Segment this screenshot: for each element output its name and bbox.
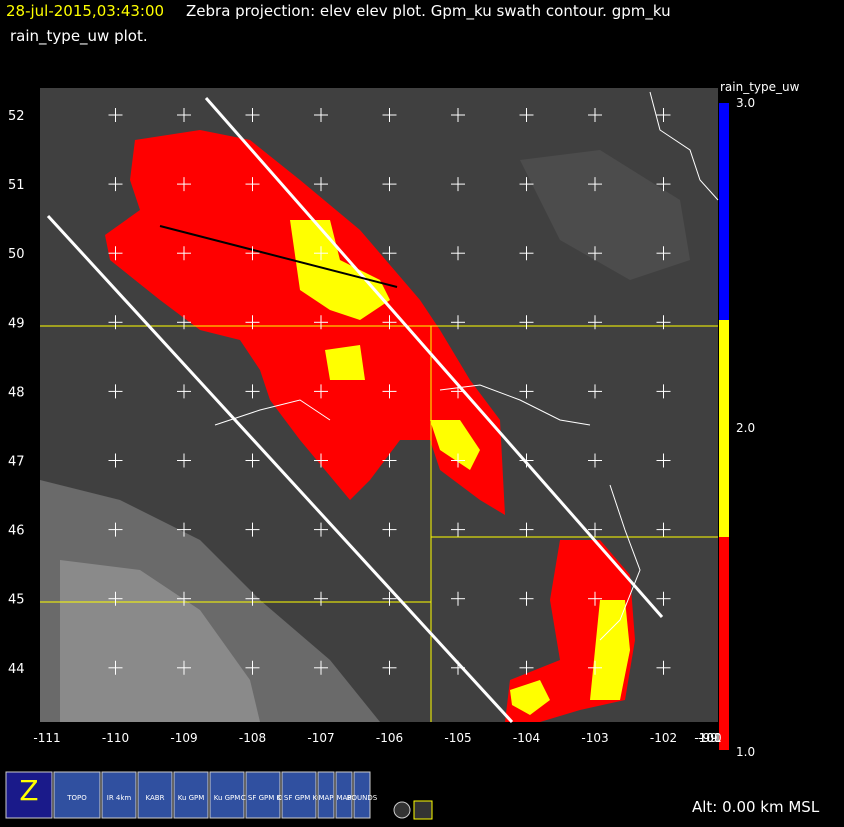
button-face [53,771,101,819]
toolbar-button[interactable] [393,801,411,819]
lon-label: -108 [239,731,266,745]
button-face [413,800,433,820]
colorbar-yellow [719,320,729,537]
button-label: Z [19,774,38,807]
colorbar-red [719,537,729,750]
grid-crosses [108,108,671,675]
swath-edge [46,214,514,724]
terrain-low [520,150,690,280]
rain-convective [325,345,365,380]
toolbar-button[interactable]: BOUNDS [347,771,378,819]
colorbar-blue [719,103,729,320]
colorbar-label: 1.0 [736,745,755,759]
lat-label: 49 [8,316,25,331]
button-face [335,771,353,819]
title: Zebra projection: elev elev plot. Gpm_ku… [186,2,671,21]
colorbar-label: 2.0 [736,421,755,435]
button-label: Ku GPM [214,794,241,802]
toolbar-button[interactable]: TOPO [53,771,101,819]
cross-section-line [159,225,398,288]
lon-label: -109 [170,731,197,745]
button-label: BOUNDS [347,794,378,802]
river [439,384,591,426]
button-label: MAP [318,794,333,802]
button-label: IR 4km [107,794,132,802]
terrain-peak [60,560,260,722]
rain-convective [590,600,630,700]
toolbar-button[interactable]: Ku GPM [173,771,209,819]
lat-label: 51 [8,178,25,193]
toolbar-button[interactable]: MAP [335,771,353,819]
rain-convective [430,420,480,470]
button-face [209,771,245,819]
river [214,399,331,426]
lon-label: -102 [650,731,677,745]
rain-convective [510,680,550,715]
button-face [137,771,173,819]
lat-label: 46 [8,524,25,539]
rain-convective [290,220,390,320]
colorbar: rain_type_uw [719,80,800,750]
title-2: rain_type_uw plot. [10,27,148,46]
river [599,484,641,641]
plot [40,88,719,724]
toolbar-button[interactable]: KABR [137,771,173,819]
status: Alt: 0.00 km MSL [692,798,820,816]
toolbar-button[interactable]: IR 4km [101,771,137,819]
lat-label: 52 [8,109,25,124]
swath-edge [204,97,664,618]
button-label: C SF GPM Ku [241,794,285,802]
button-label: C SF GPM Ku [277,794,321,802]
button-face [281,771,317,819]
lat-label: 45 [8,593,25,608]
lon-label: -103 [581,731,608,745]
button-face [101,771,137,819]
button-face [245,771,281,819]
lon-label: -101 [694,731,721,745]
lon-label: -110 [102,731,129,745]
button-face [353,771,371,819]
lon-label: -107 [307,731,334,745]
button-label: KABR [146,794,165,802]
lon-label: -100 [694,731,721,745]
button-face [317,771,335,819]
lat-label: 50 [8,247,25,262]
rain-stratiform [105,130,505,515]
lat-label: 44 [8,662,25,677]
toolbar-button[interactable] [413,800,433,820]
button-face [5,771,53,819]
button-face [173,771,209,819]
colorbar-label: 3.0 [736,96,755,110]
toolbar-button[interactable]: Z [5,771,53,819]
lon-label: -99 [698,731,718,745]
button-label: Ku GPM [178,794,205,802]
boundaries [40,325,718,722]
lon-label: -106 [376,731,403,745]
button-face [393,801,411,819]
lat-label: 47 [8,455,25,470]
toolbar-button[interactable]: Ku GPM [209,771,245,819]
time: 28-jul-2015,03:43:00 [6,2,164,20]
lat-label: 48 [8,385,25,400]
toolbar-button[interactable]: C SF GPM Ku [241,771,285,819]
lon-label: -105 [444,731,471,745]
river [649,91,719,201]
button-label: MAP [336,794,351,802]
button-label: TOPO [66,794,87,802]
lon-label: -104 [513,731,540,745]
toolbar-button[interactable]: MAP [317,771,335,819]
toolbar-button[interactable]: C SF GPM Ku [277,771,321,819]
lon-label: -111 [33,731,60,745]
colorbar-title: rain_type_uw [720,80,800,94]
